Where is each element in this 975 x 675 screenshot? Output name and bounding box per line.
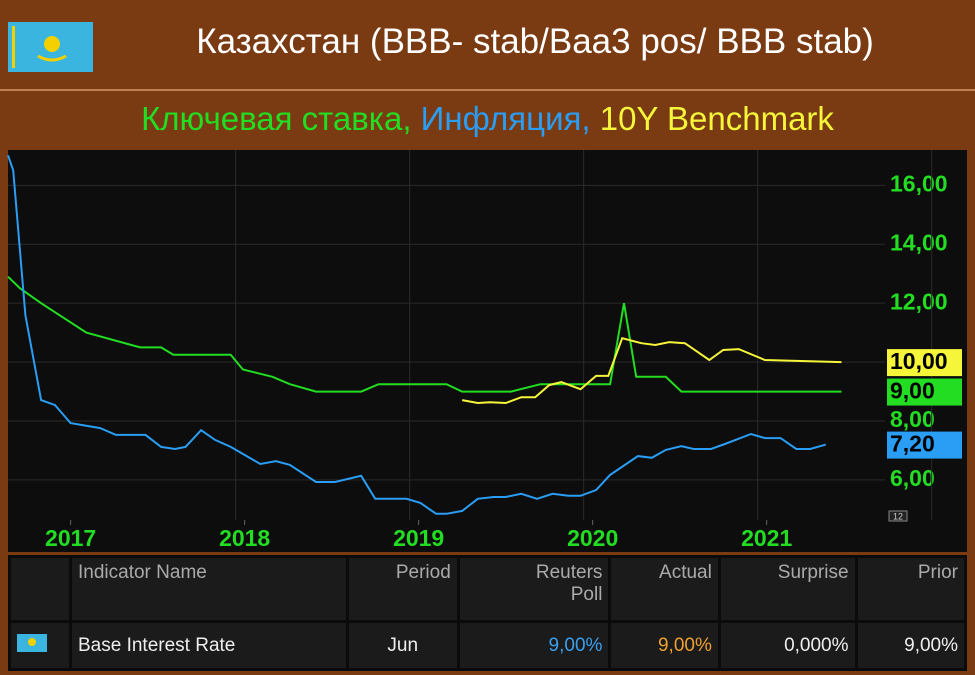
x-tick-label: 2018: [219, 525, 270, 551]
cell: 9,00%: [857, 623, 964, 668]
column-header: Prior: [857, 558, 964, 620]
x-tick-label: 2017: [45, 525, 96, 551]
cell: 0,000%: [720, 623, 855, 668]
x-tick-label: 2020: [567, 525, 618, 551]
corner-label: 12: [893, 511, 903, 521]
column-header-text: Reuters Poll: [535, 562, 603, 605]
y-tick-label: 12,00: [890, 288, 948, 314]
y-tick-label: 6,00: [890, 465, 935, 491]
column-header: Actual: [611, 558, 718, 620]
legend-entry: 10Y Benchmark: [599, 100, 834, 137]
x-tick-label: 2019: [393, 525, 444, 551]
column-header: Period: [348, 558, 457, 620]
value-label-box: [887, 431, 962, 459]
header-bg: [8, 8, 967, 88]
cell: Jun: [348, 623, 457, 668]
legend: Ключевая ставка, Инфляция, 10Y Benchmark: [0, 100, 975, 138]
legend-entry: Ключевая ставка,: [141, 100, 412, 137]
chart: 6,00 8,00 10,00 12,00 14,00 16,00 2017 2018 2019…: [0, 8, 975, 552]
corner-box: [888, 510, 908, 522]
value-label: 9,00: [890, 378, 935, 404]
flag-cell: [11, 623, 69, 668]
column-header: Surprise: [720, 558, 855, 620]
column-header: Indicator Name: [72, 558, 346, 620]
y-tick-label: 14,00: [890, 229, 948, 255]
value-label-box: [887, 378, 962, 406]
cell: 9,00%: [459, 623, 609, 668]
line-series: [7, 275, 842, 393]
cell: Base Interest Rate: [72, 623, 346, 668]
chart-title: Казахстан (BBB- stab/Baa3 pos/ BBB stab): [196, 22, 874, 61]
value-label: 7,20: [890, 431, 935, 457]
flag: [8, 22, 93, 72]
column-header: Reuters Poll: [459, 558, 609, 620]
legend-entry: Инфляция,: [420, 100, 591, 137]
line-series: [7, 154, 827, 515]
y-tick-label: 16,00: [890, 170, 948, 196]
value-label-box: [887, 349, 962, 377]
flag-icon: [17, 633, 47, 652]
y-tick-label: 8,00: [890, 406, 935, 432]
data-table: Indicator Name Period Reuters Poll Actua…: [8, 555, 967, 671]
x-tick-label: 2021: [741, 525, 792, 551]
line-series: [462, 337, 842, 405]
cell: 9,00%: [611, 623, 718, 668]
value-label: 10,00: [890, 348, 948, 374]
plot-bg: [8, 150, 967, 552]
